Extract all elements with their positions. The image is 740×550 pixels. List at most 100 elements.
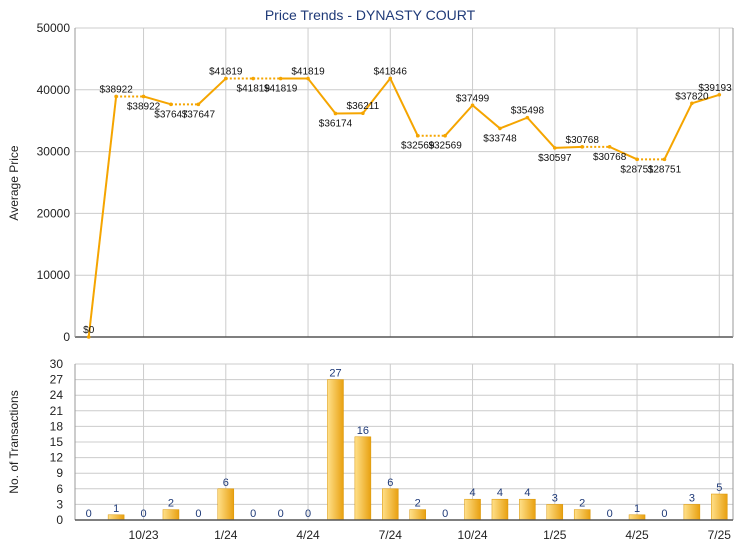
- price-point: [306, 76, 310, 81]
- price-panel-axis: 0 10000 20000 30000 40000 50000: [37, 21, 734, 344]
- transaction-bar: [327, 379, 344, 521]
- transaction-bar: [107, 514, 125, 521]
- price-data-label: $38922: [99, 84, 133, 95]
- price-line-segment: [663, 102, 693, 160]
- price-data-label: $30597: [538, 153, 572, 164]
- price-point: [607, 145, 612, 149]
- transaction-count-label: 4: [524, 487, 530, 499]
- price-y-tick: 50000: [37, 21, 71, 35]
- price-point: [361, 111, 365, 116]
- price-data-label: $39193: [698, 83, 732, 94]
- price-line-segment: [554, 145, 583, 149]
- transaction-count-label: 6: [387, 477, 393, 489]
- price-data-label: $28751: [648, 164, 682, 175]
- price-data-label: $32569: [428, 141, 462, 152]
- price-point: [86, 335, 91, 339]
- price-line-series: [86, 76, 722, 339]
- transaction-count-label: 0: [661, 508, 667, 520]
- price-line-segment: [499, 116, 528, 130]
- transactions-y-tick: 6: [56, 482, 63, 496]
- transaction-count-label: 4: [469, 487, 475, 499]
- price-line-segment: [87, 96, 118, 338]
- transactions-y-tick: 30: [50, 357, 64, 371]
- transactions-y-tick: 15: [50, 435, 64, 449]
- x-axis-tick-labels: 10/23 1/24 4/24 7/24 10/24 1/25 4/25 7/25: [129, 528, 732, 542]
- transaction-count-label: 0: [305, 508, 311, 520]
- x-tick-label: 10/23: [129, 528, 159, 542]
- price-line-segment: [444, 104, 474, 137]
- transaction-bar: [409, 509, 426, 521]
- price-point: [169, 102, 173, 107]
- price-axis-label: Average Price: [7, 145, 21, 220]
- price-data-label: $35498: [511, 106, 545, 117]
- price-data-label: $37647: [154, 109, 188, 120]
- price-data-label: $30768: [566, 135, 600, 146]
- transactions-panel-grid: [75, 363, 733, 521]
- transaction-bar: [162, 509, 180, 521]
- price-point: [662, 157, 667, 162]
- price-point: [580, 145, 585, 149]
- price-point: [717, 92, 722, 97]
- transaction-count-label: 2: [579, 498, 585, 510]
- transaction-count-label: 16: [357, 425, 369, 437]
- price-point: [443, 133, 447, 138]
- price-point: [470, 103, 475, 108]
- price-point: [141, 94, 146, 99]
- transaction-count-label: 0: [86, 508, 92, 520]
- price-data-label: $41819: [291, 67, 325, 78]
- chart-title: Price Trends - DYNASTY COURT: [264, 7, 476, 23]
- x-tick-label: 10/24: [458, 528, 488, 542]
- price-data-label: $30768: [593, 152, 627, 163]
- price-line-segment: [307, 77, 337, 115]
- price-point: [635, 157, 639, 162]
- transaction-count-label: 27: [329, 368, 341, 380]
- transactions-y-tick: 3: [56, 497, 63, 511]
- transaction-count-label: 3: [552, 492, 558, 504]
- transactions-y-tick: 21: [50, 404, 64, 418]
- price-data-label: $37647: [182, 109, 216, 120]
- price-point: [196, 102, 201, 107]
- transaction-count-label: 0: [607, 508, 613, 520]
- price-point: [525, 115, 530, 120]
- transaction-bar: [546, 504, 564, 521]
- transactions-y-tick: 27: [50, 373, 64, 387]
- transaction-bar: [491, 498, 509, 521]
- transactions-y-tick: 24: [50, 388, 64, 402]
- transaction-count-label: 0: [442, 508, 448, 520]
- price-point: [278, 76, 283, 81]
- price-line-segment: [471, 104, 501, 130]
- price-data-label: $38922: [127, 101, 161, 112]
- transaction-count-label: 1: [634, 503, 640, 515]
- price-line-segment: [389, 77, 419, 137]
- price-line-segment: [143, 95, 172, 106]
- transaction-bar: [628, 514, 646, 521]
- price-data-label: $41819: [264, 84, 298, 95]
- x-tick-label: 7/24: [379, 528, 403, 542]
- price-line-segment: [609, 145, 638, 161]
- price-data-label: $41846: [374, 66, 408, 77]
- price-data-label: $36211: [347, 101, 380, 112]
- transactions-y-tick: 18: [50, 419, 64, 433]
- price-line-segment: [197, 77, 227, 106]
- price-point: [223, 76, 228, 81]
- price-point: [690, 101, 694, 106]
- x-tick-label: 4/24: [296, 528, 320, 542]
- price-point: [333, 111, 338, 116]
- transaction-bar: [382, 488, 399, 521]
- transactions-y-tick: 0: [56, 513, 63, 527]
- price-data-label: $32569: [401, 141, 435, 152]
- transaction-bar: [464, 498, 481, 521]
- price-data-label: $37820: [675, 91, 709, 102]
- price-data-labels: $0$38922$38922$37647$37647$41819$41819$4…: [83, 66, 732, 336]
- price-data-label: $36174: [319, 118, 353, 129]
- transaction-bar: [519, 498, 536, 521]
- price-point: [251, 76, 256, 81]
- transaction-count-label: 0: [195, 508, 201, 520]
- transaction-data-labels: 0 1 0 2 0 6 0 0 0 27 16 6 2 0 4 4 4 3 2 0 1 0 3 5: [86, 368, 723, 520]
- price-point: [415, 133, 420, 138]
- price-y-tick: 20000: [37, 206, 71, 220]
- transaction-count-label: 1: [113, 503, 119, 515]
- price-y-tick: 40000: [37, 83, 71, 97]
